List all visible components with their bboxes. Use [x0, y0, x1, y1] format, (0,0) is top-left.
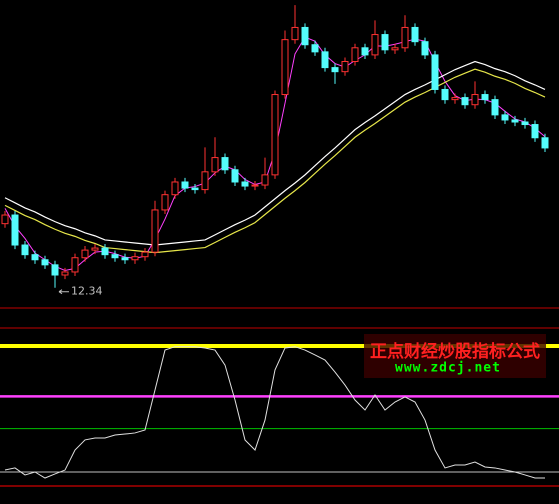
candle-body: [261, 174, 269, 186]
candle-body: [51, 264, 59, 276]
candle-body: [81, 249, 89, 259]
candle-body: [101, 247, 109, 256]
candle-body: [301, 26, 309, 46]
candle-body: [211, 157, 219, 173]
candle-body: [391, 47, 399, 51]
candle-body: [231, 169, 239, 183]
candle-body: [91, 247, 99, 251]
candle-body: [61, 271, 69, 276]
candle-body: [331, 67, 339, 73]
candle-body: [361, 47, 369, 56]
candle-body: [411, 26, 419, 43]
candle-body: [531, 124, 539, 139]
candle-body: [41, 259, 49, 266]
candle-body: [71, 257, 79, 273]
candle-body: [521, 121, 529, 126]
candle-body: [351, 47, 359, 63]
candle-body: [311, 44, 319, 53]
watermark-url: www.zdcj.net: [395, 361, 501, 376]
moving-average: [4, 60, 546, 246]
candle-body: [151, 209, 159, 253]
candle-body: [271, 94, 279, 176]
candle-body: [291, 26, 299, 41]
watermark-box: [364, 334, 546, 378]
candle-body: [341, 61, 349, 73]
candle-body: [401, 26, 409, 49]
candle-body: [191, 187, 199, 191]
candle-body: [141, 251, 149, 258]
candle-body: [371, 34, 379, 56]
low-annotation: 12.34: [71, 285, 103, 298]
candle-body: [501, 114, 509, 121]
candle-body: [491, 99, 499, 116]
candle-body: [541, 137, 549, 149]
candle-body: [381, 34, 389, 51]
price-pane: 12.34: [1, 5, 549, 298]
candle-body: [221, 157, 229, 171]
candle-body: [451, 97, 459, 101]
indicator-line: [4, 346, 545, 479]
candle-body: [461, 97, 469, 106]
candle-body: [31, 254, 39, 261]
candle-body: [281, 39, 289, 96]
candle-body: [431, 54, 439, 90]
candle-body: [171, 181, 179, 196]
candle-body: [161, 194, 169, 211]
candle-body: [131, 256, 139, 261]
candle-body: [481, 94, 489, 101]
candle-body: [111, 254, 119, 259]
candle-body: [441, 88, 449, 101]
candle-body: [201, 171, 209, 191]
candle-body: [11, 214, 19, 246]
candle-body: [471, 94, 479, 106]
candle-body: [421, 41, 429, 56]
candle-body: [241, 181, 249, 187]
candle-body: [21, 244, 29, 256]
annotation-arrow: [58, 289, 69, 295]
candle-body: [181, 181, 189, 189]
candle-body: [321, 51, 329, 69]
candle-body: [121, 257, 129, 261]
candle-body: [1, 214, 9, 225]
moving-average: [4, 68, 546, 254]
candle-body: [511, 119, 519, 123]
watermark-title: 正点财经炒股指标公式: [370, 341, 540, 362]
candle-body: [251, 184, 259, 187]
